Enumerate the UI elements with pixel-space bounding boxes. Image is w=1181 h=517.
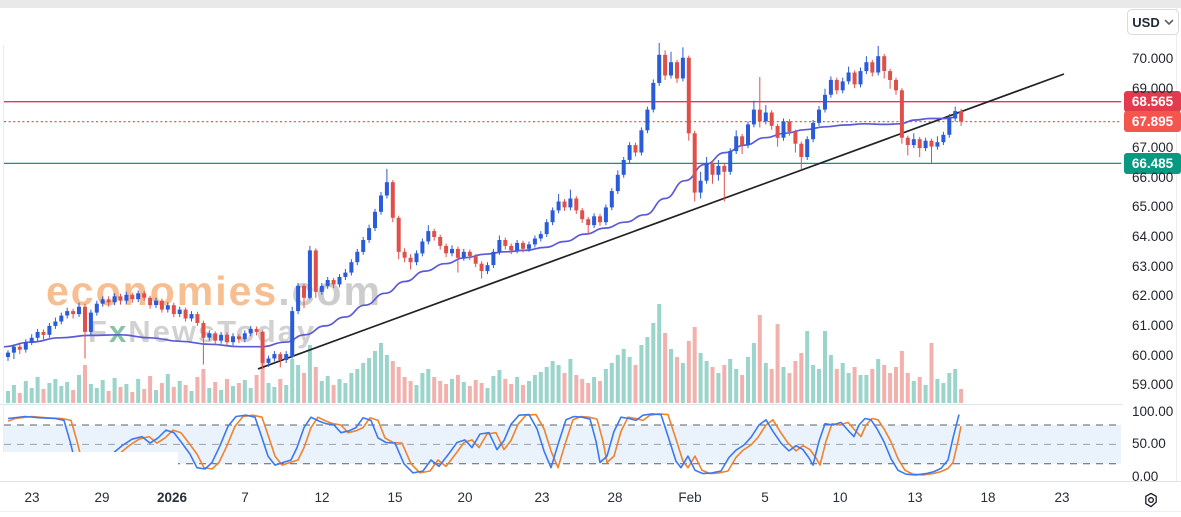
price-axis-tick: 64.000 (1132, 229, 1174, 244)
time-axis-tick: 28 (607, 490, 623, 505)
price-axis-tick: 63.000 (1132, 259, 1174, 274)
price-axis-tick: 70.000 (1132, 51, 1174, 66)
price-axis-tick: 65.000 (1132, 199, 1174, 214)
top-strip (0, 0, 1181, 8)
price-axis-tick: 59.000 (1132, 377, 1174, 392)
price-axis-tick: 69.000 (1132, 81, 1174, 96)
time-axis-tick: 5 (761, 490, 769, 505)
price-axis-tick: 61.000 (1132, 318, 1174, 333)
oscillator-axis-tick: 0.00 (1132, 469, 1159, 484)
time-axis-tick: 18 (980, 490, 996, 505)
watermark-mask (0, 452, 178, 481)
oscillator-axis-tick: 50.00 (1132, 436, 1166, 451)
time-axis-tick: 23 (1054, 490, 1070, 505)
time-axis-tick: 20 (457, 490, 473, 505)
price-axis-tick: 67.000 (1132, 140, 1174, 155)
time-axis-tick: 12 (314, 490, 330, 505)
price-axis-tick: 60.000 (1132, 348, 1174, 363)
time-axis-tick: 2026 (156, 490, 188, 505)
currency-selector-button[interactable]: USD (1127, 9, 1179, 35)
time-axis-tick: 10 (832, 490, 848, 505)
time-axis-tick: 23 (534, 490, 550, 505)
currency-label: USD (1132, 14, 1160, 30)
time-axis-tick: Feb (678, 490, 702, 505)
price-axis-tick: 62.000 (1132, 288, 1174, 303)
time-axis-tick: 13 (907, 490, 923, 505)
time-axis-tick: 7 (241, 490, 249, 505)
time-axis-tick: 23 (24, 490, 40, 505)
price-axis-tick: 66.000 (1132, 170, 1174, 185)
time-axis-tick: 15 (387, 490, 403, 505)
resistance-price-badge: 68.565 (1124, 91, 1181, 112)
gear-icon[interactable] (1142, 491, 1160, 509)
current-price-badge: 67.895 (1124, 111, 1181, 132)
support-price-badge: 66.485 (1124, 153, 1181, 174)
oscillator-axis-tick: 100.00 (1132, 404, 1174, 419)
time-axis-tick: 29 (94, 490, 110, 505)
chevron-down-icon (1164, 19, 1174, 25)
